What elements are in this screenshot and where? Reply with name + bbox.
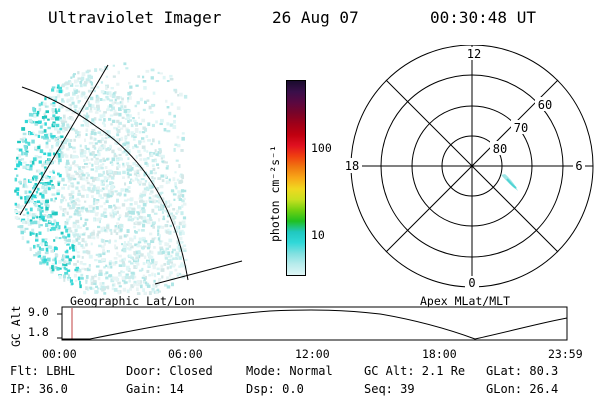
terminator-arc [21, 86, 189, 281]
altitude-ytick-1: 1.8 [28, 325, 49, 339]
polar-ring-label-60: 60 [538, 98, 552, 112]
altitude-xtick-1800: 18:00 [422, 347, 457, 361]
altitude-xtick-0600: 06:00 [168, 347, 203, 361]
glon-info: GLon: 26.4 [486, 382, 559, 396]
colorbar [286, 80, 306, 276]
latitude-line [154, 260, 243, 285]
altitude-curve [62, 309, 568, 340]
altitude-plot-frame [61, 306, 568, 341]
altitude-xtick-0000: 00:00 [42, 347, 77, 361]
gain-info: Gain: 14 [126, 382, 184, 396]
polar-label-6: 6 [575, 159, 582, 173]
polar-ring-label-70: 70 [514, 121, 528, 135]
colorbar-tick-10: 10 [311, 228, 325, 242]
polar-diagonal-2 [385, 79, 559, 253]
colorbar-tick-100: 100 [311, 141, 332, 155]
door-info: Door: Closed [126, 364, 213, 378]
apex-label: Apex MLat/MLT [420, 294, 511, 308]
polar-ring-label-80: 80 [493, 142, 507, 156]
uvi-emission-speckles [14, 62, 188, 295]
observation-time: 00:30:48 UT [430, 8, 536, 27]
flt-info: Flt: LBHL [10, 364, 76, 378]
altitude-plot [57, 306, 568, 341]
polar-label-18: 18 [345, 159, 359, 173]
altitude-xtick-2359: 23:59 [548, 347, 583, 361]
meridian-line [19, 64, 109, 216]
geographic-label: Geographic Lat/Lon [70, 294, 195, 308]
seq-info: Seq: 39 [364, 382, 415, 396]
geographic-image [14, 62, 243, 295]
ip-info: IP: 36.0 [10, 382, 68, 396]
observation-date: 26 Aug 07 [272, 8, 359, 27]
polar-label-12: 12 [467, 47, 481, 61]
altitude-ylabel: GC Alt [9, 305, 23, 347]
instrument-title: Ultraviolet Imager [48, 8, 222, 27]
mode-info: Mode: Normal [246, 364, 333, 378]
dsp-info: Dsp: 0.0 [246, 382, 304, 396]
polar-aurora-spot [501, 174, 518, 191]
colorbar-unit-label: photon cm⁻²s⁻¹ [268, 145, 282, 242]
glat-info: GLat: 80.3 [486, 364, 559, 378]
gcalt-info: GC Alt: 2.1 Re [364, 364, 466, 378]
polar-plot: 12 18 6 0 60 70 80 [342, 45, 594, 290]
altitude-ytick-9: 9.0 [28, 305, 49, 319]
polar-label-0: 0 [468, 276, 475, 290]
altitude-xtick-1200: 12:00 [295, 347, 330, 361]
